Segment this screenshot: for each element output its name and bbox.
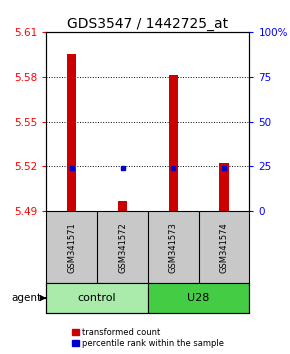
Bar bbox=[220, 164, 229, 211]
Bar bbox=[118, 201, 127, 211]
Text: GSM341573: GSM341573 bbox=[169, 222, 178, 273]
Text: agent: agent bbox=[11, 293, 41, 303]
Text: control: control bbox=[78, 293, 117, 303]
Text: U28: U28 bbox=[187, 293, 210, 303]
Legend: transformed count, percentile rank within the sample: transformed count, percentile rank withi… bbox=[70, 326, 226, 350]
Bar bbox=[46, 283, 148, 313]
Text: GSM341571: GSM341571 bbox=[67, 222, 76, 273]
Title: GDS3547 / 1442725_at: GDS3547 / 1442725_at bbox=[67, 17, 229, 31]
Bar bbox=[169, 75, 178, 211]
Bar bbox=[148, 283, 249, 313]
Text: GSM341574: GSM341574 bbox=[220, 222, 229, 273]
Bar bbox=[67, 54, 76, 211]
Text: GSM341572: GSM341572 bbox=[118, 222, 127, 273]
